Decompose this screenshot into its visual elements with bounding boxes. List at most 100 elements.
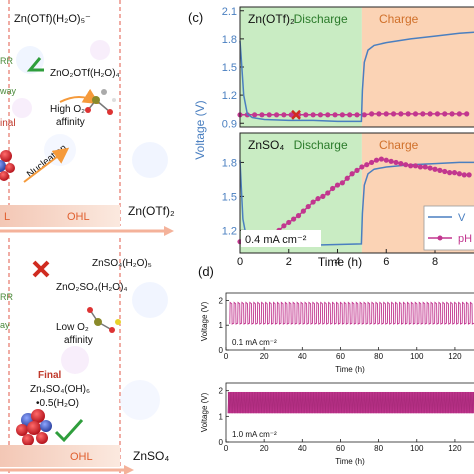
ph-data-point <box>461 172 467 178</box>
affinity-label: affinity <box>64 335 93 346</box>
solvation-cloud <box>61 346 89 374</box>
discharge-region <box>240 7 362 127</box>
y-tick-label: 1 <box>219 412 224 421</box>
solvation-cloud <box>120 380 160 420</box>
ph-data-point <box>354 167 360 173</box>
ph-data-point <box>325 190 331 196</box>
green-check-icon <box>54 418 84 443</box>
ph-data-point <box>383 157 389 163</box>
ph-data-point <box>417 164 423 170</box>
ph-data-point <box>403 162 409 168</box>
ph-data-point <box>451 170 458 176</box>
y-tick-label: 1.2 <box>222 225 237 237</box>
layer-band <box>0 205 120 227</box>
electrolyte-label: Zn(OTf)₂ <box>128 204 175 218</box>
ph-data-point <box>442 111 448 117</box>
ph-data-point <box>347 112 353 118</box>
complex-formula-2: ZnO₂SO₄(H₂O)₄ <box>56 282 127 293</box>
solvation-cloud <box>90 40 110 60</box>
x-tick-label: 6 <box>383 256 389 268</box>
ph-data-point <box>252 112 258 118</box>
y-tick-label: 2.1 <box>222 6 237 18</box>
ph-data-point <box>434 111 441 117</box>
voltage-series-line <box>239 31 474 123</box>
panel-label-c: (c) <box>188 10 203 25</box>
x-tick-label: 0 <box>224 352 229 361</box>
ph-data-point <box>383 111 389 117</box>
schematic-top: Zn(OTf)(H₂O)₅⁻ RR way ZnO₂OTf(H₂O)₄ High… <box>0 0 178 236</box>
nucleus-cluster <box>16 409 52 446</box>
ph-data-point <box>408 163 414 169</box>
c-y-axis-label: Voltage (V) <box>193 100 207 159</box>
ph-data-point <box>420 111 426 117</box>
ph-data-point <box>305 203 311 210</box>
ph-data-point <box>259 112 265 118</box>
solvation-cloud <box>132 282 168 318</box>
d-bottom-y-axis-label: Voltage (V) <box>200 392 209 432</box>
ph-data-point <box>354 112 360 118</box>
ph-data-point <box>432 166 438 172</box>
ph-data-point <box>398 111 404 117</box>
c-top-frame <box>239 6 474 128</box>
y-tick-label: 1.2 <box>222 90 237 102</box>
y-tick-label: 1.8 <box>222 34 237 46</box>
x-tick-label: 8 <box>432 256 438 268</box>
cycling-voltage-line <box>229 301 474 325</box>
ph-data-point <box>281 112 287 118</box>
orange-arrow <box>23 147 70 183</box>
ph-data-point <box>339 112 345 118</box>
y-tick-label: 1.8 <box>222 157 237 169</box>
x-tick-label: 2 <box>286 256 292 268</box>
y-tick-label: 2 <box>219 387 224 396</box>
layer-ohl-label: OHL <box>70 451 93 463</box>
legend: V pH <box>423 205 474 251</box>
x-tick-label: 100 <box>410 352 424 361</box>
ph-data-point <box>376 111 382 117</box>
y-tick-label: 0 <box>219 438 224 447</box>
rrr-pathway-fragment: way <box>0 86 17 96</box>
red-cross-icon <box>32 260 50 278</box>
ph-data-point <box>364 162 370 168</box>
ph-data-point <box>405 111 411 117</box>
ph-data-point <box>456 171 462 177</box>
x-tick-label: 120 <box>448 444 462 453</box>
c-bottom-frame <box>239 132 474 254</box>
x-tick-label: 60 <box>336 444 345 453</box>
legend-ph-marker <box>437 235 443 241</box>
ph-data-point <box>310 112 316 118</box>
layer-l-label: L <box>4 211 10 223</box>
d-bottom-frame <box>225 382 474 443</box>
ph-data-point <box>378 156 384 162</box>
ph-data-point <box>361 112 367 118</box>
y-tick-label: 1.5 <box>222 62 237 74</box>
red-cross-marker-icon <box>291 109 301 120</box>
chart-c-top: 0.9 1.2 1.5 1.8 2.1 Zn(OTf)₂ Discharge Charg… <box>222 6 474 130</box>
ph-data-point <box>325 112 331 118</box>
y-tick-label: 0.9 <box>222 118 237 130</box>
c-top-y-ticks: 0.9 1.2 1.5 1.8 2.1 <box>222 6 244 130</box>
ph-data-point <box>388 158 394 164</box>
x-tick-label: 120 <box>448 352 462 361</box>
product-formula: •0.5(H₂O) <box>36 398 79 409</box>
y-tick-label: 2 <box>219 296 224 305</box>
ph-data-point <box>412 163 419 169</box>
ph-data-point <box>427 165 433 171</box>
affinity-label: High O₂ <box>50 104 85 115</box>
ph-data-point <box>437 167 443 173</box>
ph-data-point <box>310 199 316 205</box>
final-label-fragment: inal <box>0 118 16 129</box>
solvation-cloud <box>12 98 32 118</box>
x-tick-label: 20 <box>260 444 269 453</box>
electrolyte-label: ZnSO₄ <box>133 449 169 463</box>
affinity-label: affinity <box>56 117 85 128</box>
ph-data-point <box>398 160 404 167</box>
ph-data-point <box>442 168 448 175</box>
ph-data-point <box>447 170 453 176</box>
ph-data-point <box>291 216 297 222</box>
x-tick-label: 80 <box>374 352 383 361</box>
complex-formula-1: Zn(OTf)(H₂O)₅⁻ <box>14 13 91 25</box>
